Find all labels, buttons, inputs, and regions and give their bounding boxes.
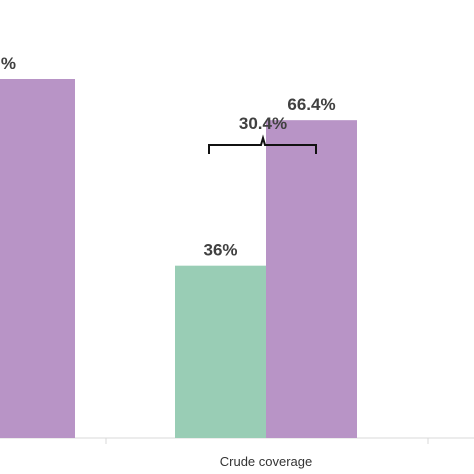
data-label-series2-cat2: 66.4% bbox=[287, 95, 335, 114]
bar-series2-cat1 bbox=[0, 79, 75, 438]
data-label-series1-cat2: 36% bbox=[203, 241, 237, 260]
difference-label: 30.4% bbox=[239, 114, 287, 133]
bar-series2-cat2 bbox=[266, 120, 357, 438]
x-axis-label-2: Crude coverage bbox=[220, 454, 313, 469]
difference-bracket bbox=[208, 134, 317, 154]
data-label-series2-cat1: % bbox=[1, 54, 16, 73]
bar-series1-cat2 bbox=[175, 265, 266, 438]
